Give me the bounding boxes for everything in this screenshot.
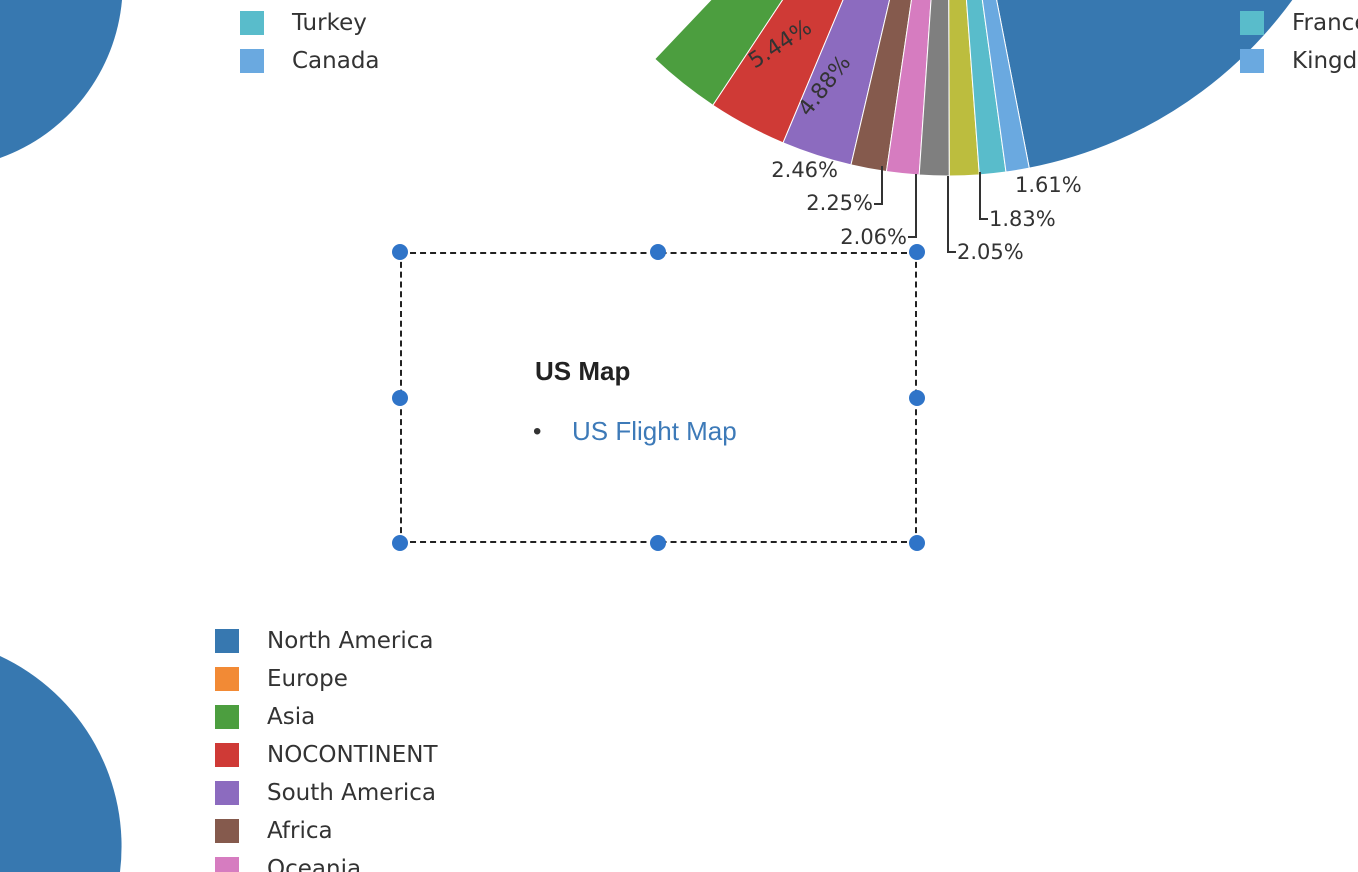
resize-handle-bottom-right[interactable] [909, 535, 925, 551]
resize-handle-top-left[interactable] [392, 244, 408, 260]
legend-label-kingdom: Kingdom [1292, 48, 1358, 74]
legend-label-asia: Asia [267, 704, 316, 730]
legend-swatch [215, 781, 239, 805]
leader-line [947, 176, 956, 253]
us-flight-map-link[interactable]: US Flight Map [572, 416, 737, 446]
resize-handle-bottom-left[interactable] [392, 535, 408, 551]
leader-line [979, 172, 988, 220]
resize-handle-bottom[interactable] [650, 535, 666, 551]
resize-handle-top-right[interactable] [909, 244, 925, 260]
pie-slice-7[interactable] [948, 0, 1030, 173]
legend-label-nocontinent: NOCONTINENT [267, 742, 438, 768]
list-bullet: • [533, 418, 542, 445]
legend-swatch [215, 705, 239, 729]
resize-handle-left[interactable] [392, 390, 408, 406]
pie-chart-top-left-partial[interactable] [0, 0, 122, 158]
legend-swatch [1240, 49, 1264, 73]
legend-label-africa: Africa [267, 818, 333, 844]
legend-label-north-america: North America [267, 628, 434, 654]
legend-swatch [215, 629, 239, 653]
pie-data-label: 2.25% [806, 191, 873, 215]
pie-data-label: 1.61% [1015, 173, 1082, 197]
leader-line [908, 174, 917, 238]
resize-handle-right[interactable] [909, 390, 925, 406]
legend-swatch [215, 819, 239, 843]
legend-swatch [215, 743, 239, 767]
legend-swatch [1240, 11, 1264, 35]
pie-chart-bottom-left-partial[interactable] [0, 656, 122, 872]
legend-swatch [240, 49, 264, 73]
widget-heading: US Map [535, 356, 631, 386]
legend-swatch [215, 667, 239, 691]
pie-data-label: 2.46% [771, 158, 838, 182]
selected-widget-frame[interactable] [400, 252, 917, 543]
resize-handle-top[interactable] [650, 244, 666, 260]
legend-label-turkey: Turkey [292, 10, 367, 36]
legend-swatch [240, 11, 264, 35]
legend-label-canada: Canada [292, 48, 380, 74]
pie-slice-north-america[interactable] [948, 0, 1358, 169]
pie-data-label: 2.06% [840, 225, 907, 249]
pie-leader-lines [874, 166, 988, 253]
leader-line [874, 166, 883, 205]
legend-swatch [215, 857, 239, 872]
legend-label-south-america: South America [267, 780, 437, 806]
pie-data-label: 1.83% [989, 207, 1056, 231]
pie-chart-main[interactable] [654, 0, 1358, 177]
pie-data-label: 2.05% [957, 240, 1024, 264]
legend-label-europe: Europe [267, 666, 348, 692]
legend-label-oceania: Oceania [267, 856, 362, 872]
legend-label-france: France [1292, 10, 1358, 36]
